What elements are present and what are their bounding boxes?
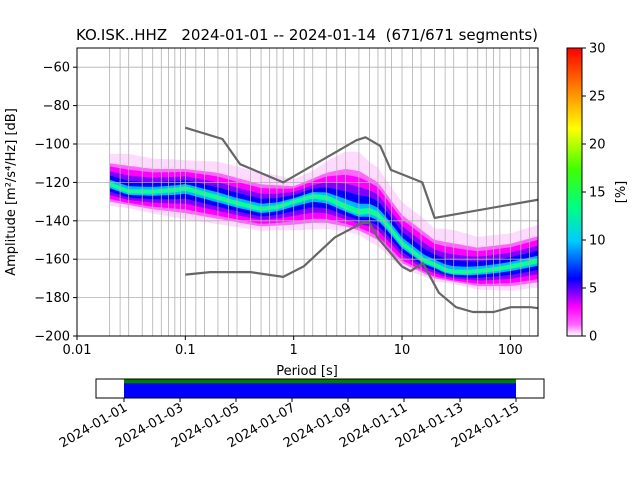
colorbar-tick-label: 15 — [589, 186, 606, 201]
y-tick-label: −180 — [34, 291, 70, 306]
grid — [77, 48, 538, 336]
noise-model-nlnm — [185, 221, 538, 314]
noise-model-nhnm — [184, 126, 538, 219]
colorbar-tick-label: 10 — [589, 234, 606, 249]
x-tick-label: 0.1 — [175, 343, 196, 358]
coverage-bar-green — [124, 379, 516, 384]
colorbar-label: [%] — [614, 181, 629, 204]
colorbar-tick-label: 0 — [589, 330, 597, 345]
ppsd-density — [109, 151, 538, 291]
colorbar-tick-label: 5 — [589, 282, 597, 297]
y-tick-label: −140 — [34, 214, 70, 229]
y-tick-label: −80 — [43, 99, 70, 114]
y-tick-label: −200 — [34, 330, 70, 345]
timeline-axis: 2024-01-012024-01-032024-01-052024-01-07… — [57, 398, 522, 451]
y-axis: −200 −180 −160 −140 −120 −100 −80 −60 — [34, 61, 77, 345]
timeline-frame — [95, 378, 545, 399]
y-axis-label: Amplitude [m²/s⁴/Hz] [dB] — [4, 108, 19, 276]
colorbar-tick-label: 30 — [589, 42, 606, 57]
x-tick-label: 1 — [290, 343, 298, 358]
y-tick-label: −120 — [34, 176, 70, 191]
x-tick-label: 10 — [394, 343, 411, 358]
colorbar-tick-label: 25 — [589, 90, 606, 105]
y-tick-label: −60 — [43, 61, 70, 76]
plot-frame — [76, 47, 539, 337]
chart-title: KO.ISK..HHZ 2024-01-01 -- 2024-01-14 (67… — [76, 26, 538, 44]
y-tick-label: −160 — [34, 253, 70, 268]
coverage-bar-blue — [124, 383, 516, 398]
x-tick-label: 100 — [498, 343, 523, 358]
x-axis-label: Period [s] — [276, 364, 338, 379]
colorbar-tick-label: 20 — [589, 138, 606, 153]
colorbar — [566, 47, 583, 337]
coverage-timeline — [124, 379, 516, 398]
y-tick-label: −100 — [34, 138, 70, 153]
x-axis: 0.01 0.1 1 10 100 — [63, 336, 523, 358]
x-tick-label: 0.01 — [63, 343, 92, 358]
colorbar-ticks: 0 5 10 15 20 25 30 — [582, 42, 606, 345]
noise-models — [184, 126, 538, 314]
